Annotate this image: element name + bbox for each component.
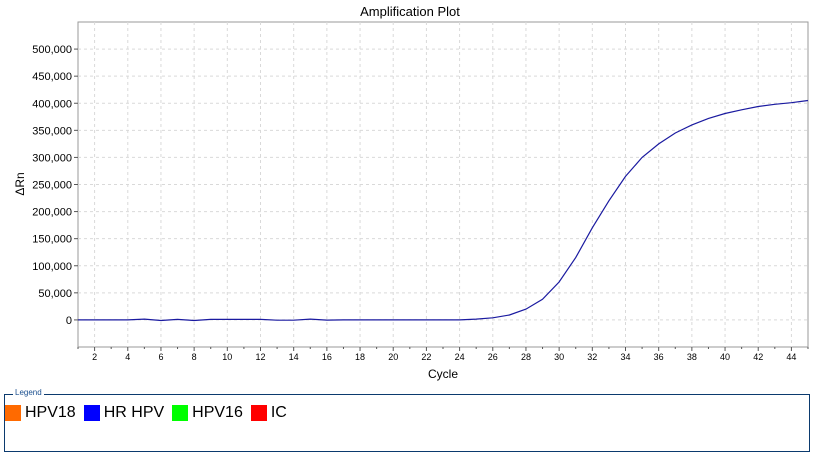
- x-tick-label: 28: [521, 352, 531, 362]
- grid-lines: [78, 22, 808, 347]
- legend-label: HPV16: [192, 404, 243, 421]
- y-axis-label: ΔRn: [13, 172, 27, 195]
- y-tick-label: 350,000: [32, 125, 72, 137]
- x-tick-label: 12: [255, 352, 265, 362]
- legend-item: HR HPV: [83, 404, 165, 422]
- y-tick-label: 500,000: [32, 44, 72, 56]
- x-tick-label: 10: [222, 352, 232, 362]
- x-tick-label: 22: [421, 352, 431, 362]
- y-tick-label: 450,000: [32, 71, 72, 83]
- y-axis-ticks: 0 50,000 100,000 150,000 200,000 250,000 300,0…: [32, 44, 78, 327]
- x-tick-label: 6: [158, 352, 163, 362]
- y-tick-label: 200,000: [32, 207, 72, 219]
- x-tick-label: 38: [687, 352, 697, 362]
- legend-swatch: [5, 405, 21, 421]
- legend-box: Legend HPV18 HR HPV HPV16 IC: [4, 388, 810, 452]
- legend-item: HPV18: [5, 404, 76, 422]
- x-tick-label: 26: [488, 352, 498, 362]
- legend-item: IC: [250, 404, 287, 422]
- legend-items: HPV18 HR HPV HPV16 IC: [5, 404, 295, 422]
- x-tick-label: 20: [388, 352, 398, 362]
- legend-swatch: [250, 405, 267, 421]
- y-tick-label: 300,000: [32, 152, 72, 164]
- legend-swatch: [172, 405, 189, 421]
- x-tick-label: 2: [92, 352, 97, 362]
- y-tick-label: 150,000: [32, 234, 72, 246]
- x-tick-label: 16: [322, 352, 332, 362]
- x-tick-label: 32: [587, 352, 597, 362]
- y-tick-label: 100,000: [32, 261, 72, 273]
- legend-label: HR HPV: [103, 404, 165, 421]
- x-tick-label: 42: [753, 352, 763, 362]
- series-layer: [78, 99, 809, 322]
- x-tick-label: 14: [289, 352, 299, 362]
- x-tick-label: 30: [554, 352, 564, 362]
- x-tick-label: 24: [455, 352, 465, 362]
- x-tick-label: 40: [720, 352, 730, 362]
- legend-label: HPV18: [25, 404, 76, 421]
- x-tick-label: 8: [192, 352, 197, 362]
- x-tick-label: 36: [654, 352, 664, 362]
- x-axis-ticks: 2 4 6 8 10 12 14 16 18 20 22 24 26 28 30 32 34 36 38 40 42 44: [77, 347, 809, 362]
- x-tick-label: 4: [125, 352, 130, 362]
- y-tick-label: 400,000: [32, 98, 72, 110]
- legend-title: Legend: [13, 388, 44, 397]
- x-axis-label: Cycle: [428, 367, 458, 381]
- legend-item: HPV16: [172, 404, 243, 422]
- x-tick-label: 44: [786, 352, 796, 362]
- legend-label: IC: [270, 404, 287, 421]
- legend-swatch: [83, 405, 100, 421]
- amplification-chart: Amplification Plot 0 50,000 100,000 150,000…: [13, 4, 809, 381]
- y-tick-label: 0: [66, 315, 72, 327]
- y-tick-label: 250,000: [32, 180, 72, 192]
- y-tick-label: 50,000: [38, 288, 72, 300]
- x-tick-label: 18: [355, 352, 365, 362]
- series-line-hr-hpv: [78, 99, 809, 322]
- x-tick-label: 34: [620, 352, 630, 362]
- chart-title: Amplification Plot: [360, 4, 460, 19]
